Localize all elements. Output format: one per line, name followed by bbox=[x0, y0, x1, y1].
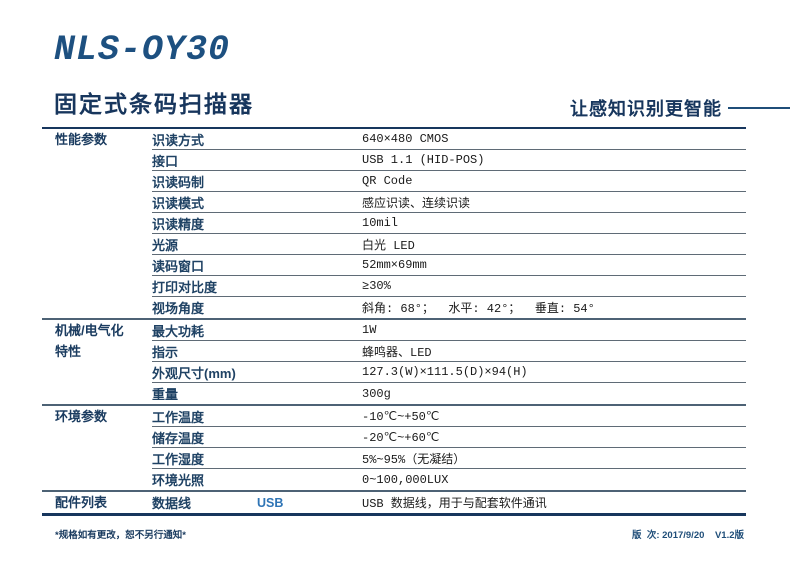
section-rows: 工作温度 -10℃~+50℃ 储存温度 -20℃~+60℃ 工作湿度 5%~95%（无凝结… bbox=[152, 406, 746, 490]
spec-row: 光源 白光 LED bbox=[152, 234, 746, 255]
spec-label: 识读模式 bbox=[152, 195, 205, 211]
spec-row: 识读码制 QR Code bbox=[152, 171, 746, 192]
spec-value: 5%~95%（无凝结） bbox=[362, 452, 466, 467]
spec-label: 打印对比度 bbox=[152, 279, 218, 295]
spec-label: 指示 bbox=[152, 344, 179, 360]
spec-row: 外观尺寸(mm) 127.3(W)×111.5(D)×94(H) bbox=[152, 362, 746, 383]
section-rows: 识读方式 640×480 CMOS 接口 USB 1.1 (HID-POS) 识读码制 Q… bbox=[152, 129, 746, 318]
spec-row: 工作湿度 5%~95%（无凝结） bbox=[152, 448, 746, 469]
slogan-rule bbox=[728, 107, 790, 109]
spec-label: 环境光照 bbox=[152, 473, 205, 488]
spec-value: QR Code bbox=[362, 174, 413, 188]
spec-row: 识读模式 感应识读、连续识读 bbox=[152, 192, 746, 213]
spec-row: 最大功耗 1W bbox=[152, 320, 746, 341]
spec-row: 接口 USB 1.1 (HID-POS) bbox=[152, 150, 746, 171]
spec-sublabel: USB bbox=[257, 495, 284, 510]
spec-value: 1W bbox=[362, 323, 377, 337]
spec-row: 识读方式 640×480 CMOS bbox=[152, 129, 746, 150]
spec-row: 储存温度 -20℃~+60℃ bbox=[152, 427, 746, 448]
spec-value: 0~100,000LUX bbox=[362, 472, 449, 487]
spec-value: 斜角: 68°； 水平: 42°； 垂直: 54° bbox=[362, 302, 595, 316]
section-category: 机械/电气化 特性 bbox=[55, 323, 124, 359]
section-category: 环境参数 bbox=[55, 409, 108, 424]
section-rows: 数据线 USB USB 数据线，用于与配套软件通讯 bbox=[152, 492, 746, 513]
spec-value: USB 数据线，用于与配套软件通讯 bbox=[362, 497, 547, 511]
spec-section: 性能参数 识读方式 640×480 CMOS 接口 USB 1.1 (HID-POS) 识… bbox=[42, 129, 746, 320]
spec-row: 重量 300g bbox=[152, 383, 746, 404]
spec-label: 光源 bbox=[152, 237, 179, 253]
section-category: 性能参数 bbox=[55, 132, 108, 147]
spec-value: 300g bbox=[362, 386, 391, 401]
footer-note: *规格如有更改，恕不另行通知* bbox=[55, 530, 186, 541]
spec-row: 数据线 USB USB 数据线，用于与配套软件通讯 bbox=[152, 492, 746, 513]
spec-value: 10mil bbox=[362, 216, 399, 230]
brand-slogan-wrap: 让感知识别更智能 bbox=[570, 95, 790, 121]
spec-value: -20℃~+60℃ bbox=[362, 430, 440, 445]
spec-value: -10℃~+50℃ bbox=[362, 409, 440, 424]
spec-label: 工作温度 bbox=[152, 409, 205, 425]
spec-value: 白光 LED bbox=[362, 238, 415, 253]
spec-label: 识读精度 bbox=[152, 216, 205, 232]
section-category: 配件列表 bbox=[55, 495, 108, 510]
spec-label: 数据线 bbox=[152, 496, 192, 511]
spec-label: 储存温度 bbox=[152, 430, 205, 446]
spec-label: 识读方式 bbox=[152, 132, 205, 148]
spec-label: 外观尺寸(mm) bbox=[152, 365, 236, 381]
spec-section: 机械/电气化 特性 最大功耗 1W 指示 蜂鸣器、LED 外观尺寸(mm) 127.3(W)×… bbox=[42, 320, 746, 406]
spec-value: 52mm×69mm bbox=[362, 258, 427, 272]
spec-row: 识读精度 10mil bbox=[152, 213, 746, 234]
product-model: NLS-OY30 bbox=[54, 30, 231, 70]
brand-slogan: 让感知识别更智能 bbox=[570, 99, 722, 119]
spec-value: 640×480 CMOS bbox=[362, 132, 449, 146]
spec-section: 配件列表 数据线 USB USB 数据线，用于与配套软件通讯 bbox=[42, 492, 746, 516]
spec-value: 127.3(W)×111.5(D)×94(H) bbox=[362, 365, 528, 379]
product-name: 固定式条码扫描器 bbox=[54, 91, 254, 117]
spec-label: 工作湿度 bbox=[152, 451, 205, 467]
spec-row: 指示 蜂鸣器、LED bbox=[152, 341, 746, 362]
spec-value: USB 1.1 (HID-POS) bbox=[362, 153, 485, 167]
spec-label: 读码窗口 bbox=[152, 258, 205, 274]
spec-value: 感应识读、连续识读 bbox=[362, 196, 471, 211]
spec-value: 蜂鸣器、LED bbox=[362, 345, 432, 360]
spec-row: 工作温度 -10℃~+50℃ bbox=[152, 406, 746, 427]
spec-row: 环境光照 0~100,000LUX bbox=[152, 469, 746, 490]
spec-row: 读码窗口 52mm×69mm bbox=[152, 255, 746, 276]
spec-label: 接口 bbox=[152, 153, 179, 169]
spec-value: ≥30% bbox=[362, 279, 391, 293]
spec-row: 视场角度 斜角: 68°； 水平: 42°； 垂直: 54° bbox=[152, 297, 746, 318]
section-rows: 最大功耗 1W 指示 蜂鸣器、LED 外观尺寸(mm) 127.3(W)×111.5(D)… bbox=[152, 320, 746, 404]
footer-version: 版 次: 2017/9/20 V1.2版 bbox=[632, 530, 744, 541]
spec-row: 打印对比度 ≥30% bbox=[152, 276, 746, 297]
spec-label: 识读码制 bbox=[152, 174, 205, 190]
spec-label: 最大功耗 bbox=[152, 323, 205, 339]
spec-label: 重量 bbox=[152, 387, 179, 402]
spec-label: 视场角度 bbox=[152, 301, 205, 316]
spec-section: 环境参数 工作温度 -10℃~+50℃ 储存温度 -20℃~+60℃ 工作湿度 5%~95%… bbox=[42, 406, 746, 492]
spec-table: 性能参数 识读方式 640×480 CMOS 接口 USB 1.1 (HID-POS) 识… bbox=[42, 127, 746, 516]
